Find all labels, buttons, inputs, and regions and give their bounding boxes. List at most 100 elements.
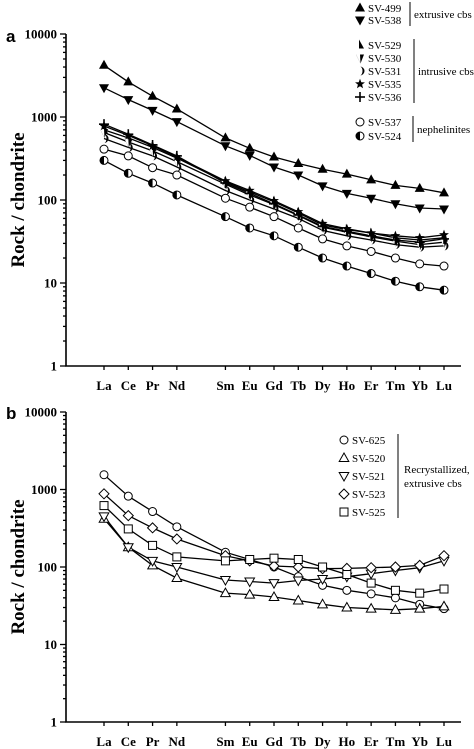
data-point-sv-524 [123,168,133,178]
data-point-sv-536 [99,119,109,130]
data-point-sv-536 [269,198,279,209]
legend-marker-sv-536 [355,92,365,102]
legend-label: SV-530 [368,53,402,65]
data-point-sv-537 [439,261,449,271]
data-point-sv-524 [99,155,109,165]
data-point-sv-531 [298,213,303,223]
data-point-sv-499 [414,182,425,192]
data-point-sv-520 [292,594,304,605]
data-point-sv-530 [124,138,133,148]
y-tick-label: 100 [38,560,58,575]
data-point-sv-523 [389,561,402,573]
data-point-sv-499 [99,59,109,69]
series-line-sv-521 [103,515,445,584]
data-point-sv-525 [293,554,303,564]
data-point-sv-538 [99,84,109,94]
legend-marker-sv-525 [339,507,349,517]
legend-label: SV-523 [352,489,386,501]
data-point-sv-499 [439,187,449,197]
y-tick-label: 10000 [25,405,58,420]
data-point-sv-525 [245,554,255,564]
data-point-sv-523 [292,561,304,573]
data-point-sv-524 [220,212,230,222]
x-tick-label: Yb [411,734,428,749]
y-tick-label: 10 [44,637,57,652]
x-tick-label: Tm [386,734,406,749]
legend-marker-sv-529 [359,39,364,49]
data-point-sv-531 [419,242,425,252]
legend-group-label: nephelinites [417,124,470,136]
legend-label: SV-529 [368,40,402,52]
data-point-sv-525 [220,556,230,566]
data-point-sv-536 [244,188,255,199]
data-point-sv-524 [293,242,303,252]
data-point-sv-499 [220,132,231,142]
legend-marker-sv-524 [355,131,365,141]
data-point-sv-536 [123,129,134,140]
data-point-sv-538 [414,204,425,214]
data-point-sv-531 [322,225,328,235]
data-point-sv-521 [98,512,110,523]
data-point-sv-525 [415,588,425,598]
legend-group-label: Recrystallized, [404,464,470,476]
data-point-sv-521 [316,575,329,586]
data-point-sv-536 [147,139,158,150]
data-point-sv-520 [268,590,280,602]
data-point-sv-524 [342,261,352,271]
data-point-sv-625 [172,522,182,532]
x-tick-label: Tb [290,378,306,393]
data-point-sv-537 [148,163,158,173]
data-point-sv-625 [390,593,400,603]
data-point-sv-536 [390,234,401,245]
y-tick-label: 10000 [25,27,58,42]
data-point-sv-499 [147,90,158,100]
data-point-sv-499 [293,158,304,168]
data-point-sv-538 [220,142,231,152]
data-point-sv-520 [171,572,183,583]
data-point-sv-521 [268,579,280,590]
data-point-sv-523 [438,549,450,562]
legend-label: SV-521 [352,471,385,483]
y-tick-label: 1000 [31,110,57,125]
legend-label: SV-531 [368,66,401,78]
data-point-sv-520 [365,602,377,613]
legend-marker-sv-530 [356,54,364,64]
data-point-sv-531 [128,142,133,152]
x-tick-label: Dy [315,734,331,749]
data-point-sv-499 [341,168,352,178]
x-tick-label: Lu [436,378,452,393]
x-tick-label: Tm [386,378,406,393]
data-point-sv-520 [341,601,353,612]
data-point-sv-537 [269,212,279,222]
data-point-sv-499 [244,142,255,152]
data-point-sv-525 [123,524,133,534]
data-point-sv-499 [123,76,134,86]
data-point-sv-523 [98,488,110,500]
data-point-sv-536 [317,221,328,232]
x-tick-label: Er [364,378,379,393]
data-point-sv-523 [268,560,280,572]
data-point-sv-499 [269,151,279,161]
x-tick-label: Tb [290,734,306,749]
data-point-sv-524 [318,253,328,263]
legend-marker-sv-520 [338,451,350,462]
x-tick-label: Eu [242,734,258,749]
data-point-sv-525 [390,585,400,595]
legend-label: SV-537 [368,117,402,129]
data-point-sv-538 [147,106,158,116]
panel-label: b [6,404,16,423]
data-point-sv-521 [171,563,183,574]
data-point-sv-536 [439,233,449,244]
y-tick-label: 1000 [31,482,57,497]
x-tick-label: Sm [216,734,234,749]
data-point-sv-520 [438,600,450,611]
data-point-sv-536 [341,226,352,237]
data-point-sv-525 [99,501,109,511]
legend-label: SV-525 [352,507,386,519]
x-tick-label: Pr [146,378,160,393]
x-tick-label: Dy [315,378,331,393]
series-line-sv-529 [103,129,445,241]
legend-group-label: intrusive cbs [418,66,474,78]
data-point-sv-530 [100,129,108,139]
